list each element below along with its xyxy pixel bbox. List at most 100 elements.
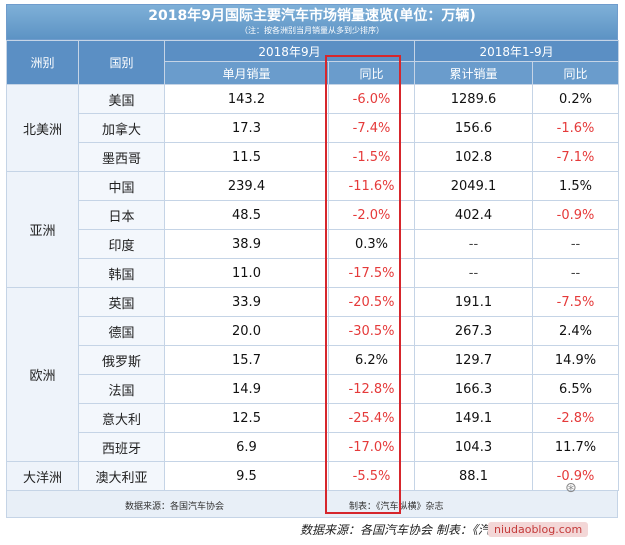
yoy-month-cell: -5.5% [328, 461, 415, 491]
country-cell: 墨西哥 [78, 142, 165, 172]
yoy-month-cell: -1.5% [328, 142, 415, 172]
cumulative-cell: 1289.6 [414, 84, 533, 114]
header-continent: 洲别 [6, 40, 79, 85]
monthly-sales-cell: 33.9 [164, 287, 329, 317]
yoy-ytd-cell: -0.9% [531, 200, 620, 230]
header-country: 国别 [78, 40, 165, 85]
yoy-ytd-cell: -- [531, 229, 620, 259]
table-row: 意大利 12.5 -25.4% 149.1 -2.8% [7, 403, 620, 433]
cumulative-cell: 88.1 [414, 461, 533, 491]
continent-cell: 欧洲 [6, 287, 79, 462]
yoy-month-cell: -2.0% [328, 200, 415, 230]
country-cell: 印度 [78, 229, 165, 259]
country-cell: 美国 [78, 84, 165, 114]
wechat-icon: ⊛ [565, 480, 577, 496]
header-yoy-ytd: 同比 [531, 61, 620, 85]
country-cell: 意大利 [78, 403, 165, 433]
table-row: 俄罗斯 15.7 6.2% 129.7 14.9% [7, 345, 620, 375]
sales-table-panel: 2018年9月国际主要汽车市场销量速览(单位：万辆) （注：按各洲别当月销量从多… [6, 4, 620, 518]
monthly-sales-cell: 14.9 [164, 374, 329, 404]
table-row: 欧洲 英国 33.9 -20.5% 191.1 -7.5% [6, 287, 620, 462]
table-body: 北美洲 美国 143.2 -6.0% 1289.6 0.2% 加拿大 17.3 -7.4% 156… [6, 84, 620, 491]
monthly-sales-cell: 239.4 [164, 171, 329, 201]
monthly-sales-cell: 143.2 [164, 84, 329, 114]
yoy-month-cell: -30.5% [328, 316, 415, 346]
monthly-sales-cell: 11.5 [164, 142, 329, 172]
yoy-ytd-cell: 1.5% [531, 171, 620, 201]
table-footer: 数据来源：各国汽车协会 制表：《汽车纵横》杂志 [6, 491, 618, 518]
country-cell: 加拿大 [78, 113, 165, 143]
monthly-sales-cell: 20.0 [164, 316, 329, 346]
table-row: 西班牙 6.9 -17.0% 104.3 11.7% [7, 432, 620, 462]
cumulative-cell: 267.3 [414, 316, 533, 346]
table-row: 加拿大 17.3 -7.4% 156.6 -1.6% [7, 113, 620, 143]
table-row: 法国 14.9 -12.8% 166.3 6.5% [7, 374, 620, 404]
country-cell: 韩国 [78, 258, 165, 288]
header-group-month: 2018年9月 [164, 40, 415, 62]
yoy-month-cell: -12.8% [328, 374, 415, 404]
yoy-ytd-cell: 14.9% [531, 345, 620, 375]
cumulative-cell: 2049.1 [414, 171, 533, 201]
yoy-ytd-cell: -1.6% [531, 113, 620, 143]
monthly-sales-cell: 17.3 [164, 113, 329, 143]
yoy-ytd-cell: -7.5% [531, 287, 620, 317]
monthly-sales-cell: 15.7 [164, 345, 329, 375]
yoy-ytd-cell: 6.5% [531, 374, 620, 404]
table-row: 日本 48.5 -2.0% 402.4 -0.9% [7, 200, 620, 230]
cumulative-cell: 156.6 [414, 113, 533, 143]
yoy-ytd-cell: -- [531, 258, 620, 288]
table-row: 墨西哥 11.5 -1.5% 102.8 -7.1% [7, 142, 620, 172]
cumulative-cell: -- [414, 229, 533, 259]
cumulative-cell: 129.7 [414, 345, 533, 375]
table-title: 2018年9月国际主要汽车市场销量速览(单位：万辆) [148, 8, 476, 24]
yoy-month-cell: -11.6% [328, 171, 415, 201]
cumulative-cell: 191.1 [414, 287, 533, 317]
table-title-bar: 2018年9月国际主要汽车市场销量速览(单位：万辆) （注：按各洲别当月销量从多… [6, 4, 618, 40]
cumulative-cell: 166.3 [414, 374, 533, 404]
table-row: 印度 38.9 0.3% -- -- [7, 229, 620, 259]
country-cell: 法国 [78, 374, 165, 404]
watermark: niudaoblog.com [488, 522, 589, 537]
country-cell: 俄罗斯 [78, 345, 165, 375]
continent-cell: 北美洲 [6, 84, 79, 172]
country-cell: 西班牙 [78, 432, 165, 462]
header-group-ytd: 2018年1-9月 [413, 40, 620, 62]
monthly-sales-cell: 38.9 [164, 229, 329, 259]
footer-maker: 制表：《汽车纵横》杂志 [349, 502, 444, 512]
monthly-sales-cell: 11.0 [164, 258, 329, 288]
table-row: 大洋洲 澳大利亚 9.5 -5.5% 88.1 -0.9% [6, 461, 620, 491]
yoy-month-cell: 6.2% [328, 345, 415, 375]
monthly-sales-cell: 9.5 [164, 461, 329, 491]
monthly-sales-cell: 6.9 [164, 432, 329, 462]
table-row: 德国 20.0 -30.5% 267.3 2.4% [7, 316, 620, 346]
yoy-month-cell: -17.5% [328, 258, 415, 288]
country-cell: 德国 [78, 316, 165, 346]
yoy-month-cell: -6.0% [328, 84, 415, 114]
footer-source: 数据来源：各国汽车协会 [125, 502, 225, 512]
country-cell: 英国 [78, 287, 165, 317]
yoy-month-cell: -25.4% [328, 403, 415, 433]
table-row: 亚洲 中国 239.4 -11.6% 2049.1 1.5% [6, 171, 620, 288]
country-cell: 日本 [78, 200, 165, 230]
yoy-month-cell: -20.5% [328, 287, 415, 317]
monthly-sales-cell: 48.5 [164, 200, 329, 230]
cumulative-cell: 149.1 [414, 403, 533, 433]
yoy-ytd-cell: -7.1% [531, 142, 620, 172]
cumulative-cell: -- [414, 258, 533, 288]
table-subtitle: （注：按各洲别当月销量从多到少排序） [240, 26, 384, 35]
cumulative-cell: 102.8 [414, 142, 533, 172]
header-yoy-month: 同比 [328, 61, 415, 85]
cumulative-cell: 402.4 [414, 200, 533, 230]
sales-table: 洲别 国别 2018年9月 2018年1-9月 单月销量 同比 累计销量 同比 … [6, 40, 620, 491]
country-cell: 澳大利亚 [78, 461, 165, 491]
table-row: 北美洲 美国 143.2 -6.0% 1289.6 0.2% [6, 84, 620, 172]
yoy-month-cell: 0.3% [328, 229, 415, 259]
yoy-ytd-cell: -2.8% [531, 403, 620, 433]
monthly-sales-cell: 12.5 [164, 403, 329, 433]
table-row: 韩国 11.0 -17.5% -- -- [7, 258, 620, 288]
continent-cell: 大洋洲 [6, 461, 79, 491]
yoy-ytd-cell: -0.9% [531, 461, 620, 491]
country-cell: 中国 [78, 171, 165, 201]
yoy-month-cell: -7.4% [328, 113, 415, 143]
continent-cell: 亚洲 [6, 171, 79, 288]
